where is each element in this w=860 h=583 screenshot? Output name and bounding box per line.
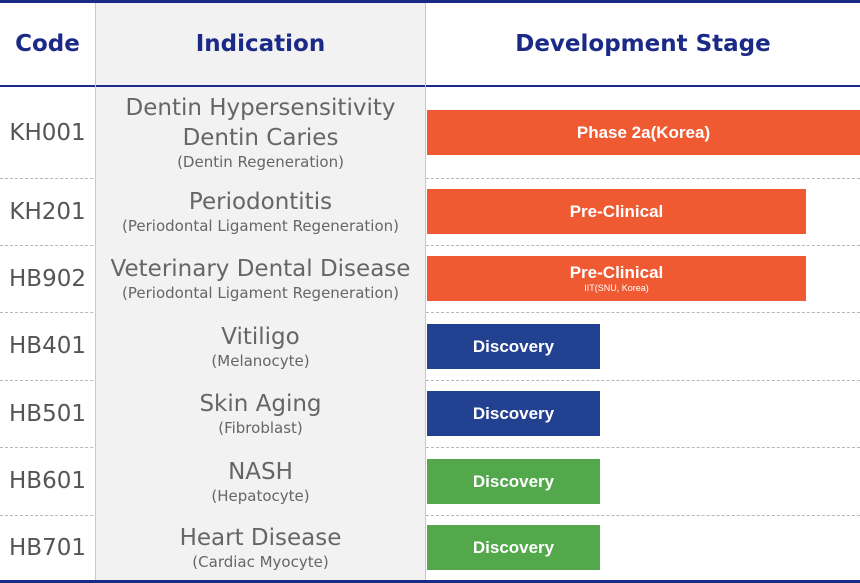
column-divider-code bbox=[95, 3, 96, 580]
row-separator bbox=[0, 380, 860, 381]
table-row: HB401 Vitiligo (Melanocyte) Discovery bbox=[0, 312, 860, 380]
header-indication: Indication bbox=[96, 3, 425, 85]
stage-label: Phase 2a(Korea) bbox=[576, 122, 711, 142]
row-code: HB701 bbox=[9, 534, 86, 561]
stage-label: Discovery bbox=[472, 537, 555, 557]
indication-name: Periodontitis bbox=[188, 189, 333, 215]
table-row: KH201 Periodontitis (Periodontal Ligament … bbox=[0, 178, 860, 245]
row-code: HB902 bbox=[9, 265, 86, 292]
header-stage: Development Stage bbox=[515, 31, 771, 57]
stage-label: Pre-Clinical bbox=[569, 201, 664, 221]
stage-label: Pre-Clinical bbox=[569, 263, 664, 282]
row-indication: Skin Aging (Fibroblast) bbox=[96, 380, 425, 447]
indication-detail: (Melanocyte) bbox=[211, 351, 310, 370]
row-separator bbox=[0, 447, 860, 448]
table-top-border bbox=[0, 0, 860, 3]
indication-detail: (Dentin Regeneration) bbox=[177, 153, 344, 171]
header-code: Code bbox=[15, 31, 80, 57]
row-indication: Dentin Hypersensitivity Dentin Caries (Den… bbox=[96, 87, 425, 178]
row-indication: NASH (Hepatocyte) bbox=[96, 447, 425, 515]
table-bottom-border bbox=[0, 580, 860, 583]
row-indication: Vitiligo (Melanocyte) bbox=[96, 312, 425, 380]
row-code: HB501 bbox=[9, 400, 86, 427]
row-code: HB601 bbox=[9, 468, 86, 494]
table-row: HB701 Heart Disease (Cardiac Myocyte) Disco… bbox=[0, 515, 860, 580]
indication-name: Heart Disease bbox=[179, 525, 342, 551]
indication-name: Skin Aging bbox=[199, 391, 322, 417]
table-row: KH001 Dentin Hypersensitivity Dentin Carie… bbox=[0, 87, 860, 178]
indication-name: Vitiligo bbox=[221, 323, 300, 350]
table-body: KH001 Dentin Hypersensitivity Dentin Carie… bbox=[0, 87, 860, 580]
indication-detail: (Hepatocyte) bbox=[211, 486, 310, 505]
row-indication: Periodontitis (Periodontal Ligament Regen… bbox=[96, 178, 425, 245]
stage-bar: Phase 2a(Korea) bbox=[427, 110, 860, 155]
stage-bar: Discovery bbox=[427, 391, 600, 436]
indication-detail: (Fibroblast) bbox=[218, 419, 303, 437]
stage-label: Discovery bbox=[472, 403, 555, 423]
stage-bar: Discovery bbox=[427, 459, 600, 504]
column-divider-indication bbox=[425, 3, 426, 580]
indication-detail: (Periodontal Ligament Regeneration) bbox=[122, 284, 399, 302]
indication-name: NASH bbox=[228, 458, 293, 485]
stage-note: IIT(SNU, Korea) bbox=[584, 283, 649, 293]
stage-bar: Discovery bbox=[427, 525, 600, 570]
stage-label: Discovery bbox=[472, 471, 555, 491]
header-row: Code Indication Development Stage bbox=[0, 3, 860, 85]
header-divider bbox=[0, 85, 860, 87]
row-separator bbox=[0, 245, 860, 246]
indication-detail: (Periodontal Ligament Regeneration) bbox=[122, 217, 399, 235]
row-indication: Veterinary Dental Disease (Periodontal Li… bbox=[96, 245, 425, 312]
row-separator bbox=[0, 312, 860, 313]
indication-name: Dentin Caries bbox=[182, 125, 339, 151]
table-row: HB601 NASH (Hepatocyte) Discovery bbox=[0, 447, 860, 515]
row-code: KH001 bbox=[9, 119, 86, 146]
row-separator bbox=[0, 515, 860, 516]
stage-bar: Pre-Clinical bbox=[427, 189, 806, 234]
row-separator bbox=[0, 178, 860, 179]
row-code: KH201 bbox=[9, 198, 86, 225]
row-code: HB401 bbox=[9, 333, 86, 359]
stage-bar: Pre-Clinical IIT(SNU, Korea) bbox=[427, 256, 806, 301]
indication-name: Dentin Hypersensitivity bbox=[125, 95, 396, 121]
stage-bar: Discovery bbox=[427, 324, 600, 369]
table-row: HB501 Skin Aging (Fibroblast) Discovery bbox=[0, 380, 860, 447]
table-row: HB902 Veterinary Dental Disease (Periodont… bbox=[0, 245, 860, 312]
stage-label: Discovery bbox=[472, 336, 555, 356]
indication-detail: (Cardiac Myocyte) bbox=[192, 553, 329, 571]
indication-name: Veterinary Dental Disease bbox=[110, 256, 411, 282]
row-indication: Heart Disease (Cardiac Myocyte) bbox=[96, 515, 425, 580]
